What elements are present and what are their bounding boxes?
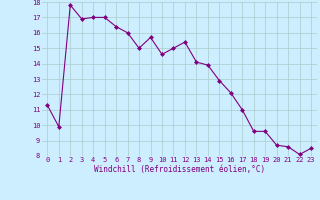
X-axis label: Windchill (Refroidissement éolien,°C): Windchill (Refroidissement éolien,°C) [94,165,265,174]
